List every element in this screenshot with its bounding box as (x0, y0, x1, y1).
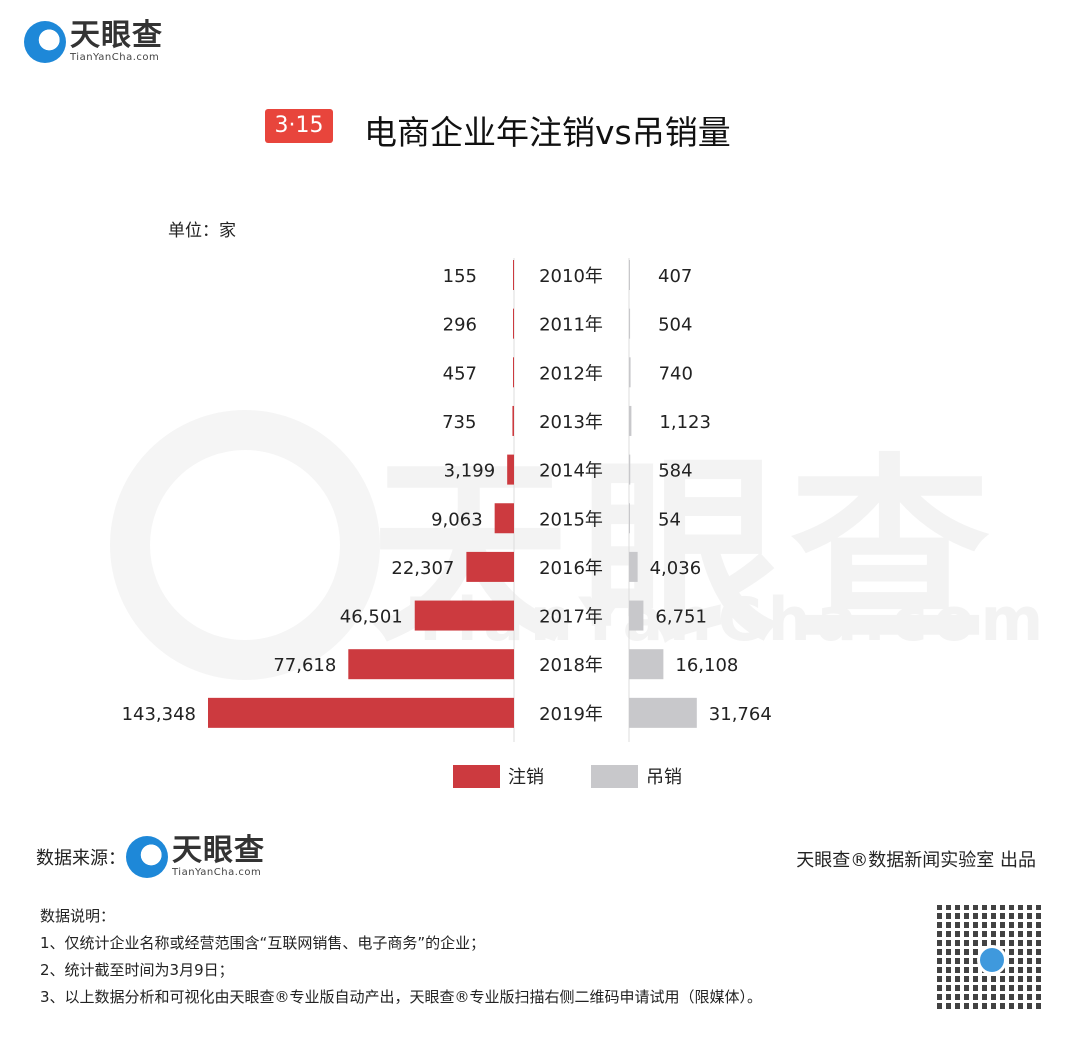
category-label: 2012年 (539, 363, 603, 384)
data-label-cancel: 77,618 (273, 655, 336, 676)
bar-cancel (512, 405, 514, 436)
note-item: 3、以上数据分析和可视化由天眼查®专业版自动产出，天眼查®专业版扫描右侧二维码申… (40, 988, 763, 1006)
legend-label-revoke: 吊销 (646, 767, 682, 788)
tianyancha-logo-icon (24, 20, 66, 63)
data-label-cancel: 143,348 (122, 704, 196, 725)
category-label: 2011年 (539, 315, 603, 336)
data-label-cancel: 46,501 (340, 607, 403, 628)
category-label: 2013年 (539, 412, 603, 433)
data-label-revoke: 4,036 (650, 558, 702, 579)
bar-cancel (348, 649, 514, 680)
bar-revoke (629, 308, 631, 339)
data-label-cancel: 155 (443, 266, 477, 287)
data-label-revoke: 31,764 (709, 704, 772, 725)
legend-swatch-revoke (591, 764, 638, 788)
data-label-cancel: 735 (442, 412, 476, 433)
bar-revoke (629, 649, 664, 680)
bar-revoke (629, 357, 631, 388)
data-label-cancel: 22,307 (391, 558, 454, 579)
data-label-revoke: 1,123 (659, 412, 711, 433)
tianyancha-logo-icon (126, 835, 168, 878)
category-label: 2019年 (539, 704, 603, 725)
unit-label: 单位：家 (168, 221, 236, 241)
credit-text: 天眼查®数据新闻实验室 出品 (796, 850, 1036, 871)
bar-cancel (513, 308, 514, 339)
chart-title: 电商企业年注销vs吊销量 (364, 113, 731, 152)
logo-domain: TianYanCha.com (70, 52, 160, 63)
data-label-revoke: 16,108 (675, 655, 738, 676)
category-label: 2018年 (539, 655, 603, 676)
data-label-revoke: 6,751 (655, 607, 707, 628)
data-label-revoke: 504 (658, 315, 692, 336)
notes-title: 数据说明： (40, 907, 116, 925)
data-label-revoke: 407 (658, 266, 692, 287)
category-label: 2014年 (539, 461, 603, 482)
qr-code[interactable] (937, 905, 1041, 1009)
source-logo: 天眼查 TianYanCha.com (126, 835, 265, 878)
qr-logo-icon (977, 945, 1007, 975)
data-label-cancel: 296 (443, 315, 477, 336)
category-label: 2015年 (539, 509, 603, 530)
note-item: 2、统计截至时间为3月9日； (40, 961, 234, 979)
logo-domain: TianYanCha.com (172, 867, 262, 878)
butterfly-bar-chart: 155 2010年 407 296 2011年 504 457 2012年 740 735 2013… (122, 258, 772, 742)
watermark-domain: TianYanCha.com (410, 585, 1050, 655)
bar-revoke (629, 697, 697, 728)
logo-name: 天眼查 (70, 18, 163, 53)
source-label: 数据来源： (36, 847, 126, 869)
data-label-revoke: 584 (658, 461, 692, 482)
data-label-cancel: 9,063 (431, 509, 483, 530)
data-label-revoke: 54 (658, 509, 681, 530)
bar-cancel (507, 454, 514, 485)
bar-cancel (414, 600, 514, 631)
category-label: 2016年 (539, 558, 603, 579)
legend-item-revoke: 吊销 (591, 763, 682, 789)
bar-cancel (494, 503, 514, 534)
data-source: 数据来源： 天眼查 TianYanCha.com (36, 835, 265, 879)
data-label-revoke: 740 (659, 363, 693, 384)
bar-cancel (513, 357, 514, 388)
bar-revoke (629, 600, 644, 631)
data-notes: 数据说明： 1、仅统计企业名称或经营范围含“互联网销售、电子商务”的企业； 2、… (40, 903, 762, 1011)
legend-label-cancel: 注销 (508, 767, 544, 788)
bar-revoke (629, 503, 630, 534)
data-label-cancel: 3,199 (444, 461, 496, 482)
legend-item-cancel: 注销 (453, 763, 544, 789)
logo-name: 天眼查 (172, 833, 265, 868)
bar-revoke (629, 260, 630, 290)
bar-cancel (208, 697, 514, 728)
category-label: 2017年 (539, 607, 603, 628)
brand-logo: 天眼查 TianYanCha.com (24, 20, 163, 63)
bar-revoke (629, 551, 638, 582)
legend-swatch-cancel (453, 764, 500, 788)
bar-revoke (629, 454, 631, 485)
bar-cancel (513, 260, 514, 290)
bar-revoke (629, 405, 632, 436)
category-label: 2010年 (539, 266, 603, 287)
data-label-cancel: 457 (443, 363, 477, 384)
315-badge: 3·15 (265, 109, 333, 143)
bar-cancel (466, 551, 514, 582)
note-item: 1、仅统计企业名称或经营范围含“互联网销售、电子商务”的企业； (40, 934, 486, 952)
